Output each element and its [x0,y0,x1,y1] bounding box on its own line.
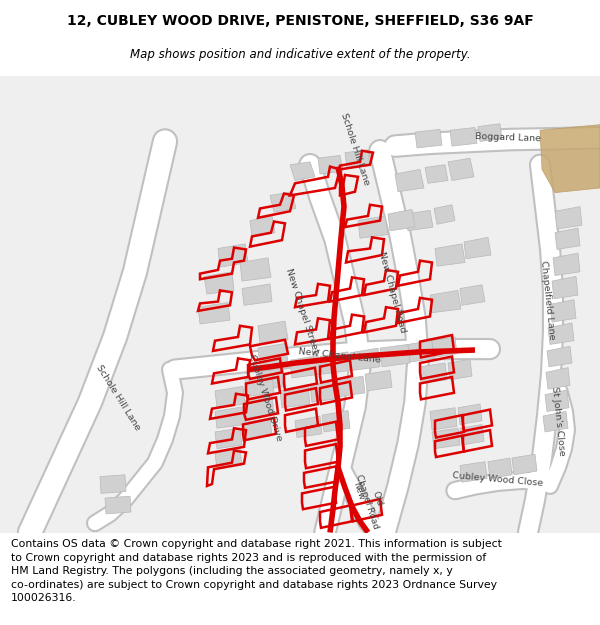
Polygon shape [448,158,474,181]
Polygon shape [258,321,288,344]
Polygon shape [543,411,568,432]
Polygon shape [553,253,580,276]
Polygon shape [245,396,274,418]
Polygon shape [358,216,388,238]
Polygon shape [290,356,320,378]
Polygon shape [448,359,472,380]
Polygon shape [464,238,491,259]
Text: New: New [351,481,365,501]
Polygon shape [405,211,433,231]
Text: Boggard Lane: Boggard Lane [475,132,541,143]
Polygon shape [322,411,350,432]
Polygon shape [432,428,460,449]
Polygon shape [258,368,286,390]
Polygon shape [105,496,131,514]
Text: Schole Hill Lane: Schole Hill Lane [339,112,371,186]
Polygon shape [547,346,572,367]
Polygon shape [215,428,242,449]
Polygon shape [430,408,457,430]
Text: Chapelfield Lane: Chapelfield Lane [539,260,557,340]
Polygon shape [488,458,512,479]
Text: Cubley Wood Close: Cubley Wood Close [452,471,544,488]
Polygon shape [310,381,339,402]
Polygon shape [244,418,272,439]
Polygon shape [430,291,461,312]
Polygon shape [290,162,315,181]
Text: New Chapel Street: New Chapel Street [284,268,320,354]
Polygon shape [100,475,126,493]
Polygon shape [546,368,570,389]
Polygon shape [408,341,434,362]
Polygon shape [552,276,578,299]
Polygon shape [0,76,600,532]
Text: Contains OS data © Crown copyright and database right 2021. This information is : Contains OS data © Crown copyright and d… [11,539,502,603]
Polygon shape [450,127,477,146]
Polygon shape [478,124,502,141]
Text: Schole Hill Lane: Schole Hill Lane [94,363,142,432]
Polygon shape [240,258,271,281]
Polygon shape [258,344,288,366]
Polygon shape [435,244,465,266]
Polygon shape [280,386,310,408]
Polygon shape [242,284,272,305]
Polygon shape [270,192,296,213]
Text: New Chapel Road: New Chapel Road [377,251,407,334]
Polygon shape [215,386,245,408]
Polygon shape [540,124,600,192]
Polygon shape [350,348,380,371]
Polygon shape [460,424,484,445]
Polygon shape [380,344,410,367]
Polygon shape [245,374,274,396]
Polygon shape [512,454,537,475]
Polygon shape [460,462,487,482]
Polygon shape [395,169,424,192]
Polygon shape [218,244,248,267]
Polygon shape [250,216,275,238]
Polygon shape [425,165,448,183]
Polygon shape [555,207,582,229]
Polygon shape [388,209,415,231]
Text: Map shows position and indicative extent of the property.: Map shows position and indicative extent… [130,48,470,61]
Polygon shape [204,272,234,294]
Polygon shape [420,363,447,384]
Text: St John's Close: St John's Close [550,386,566,456]
Polygon shape [295,416,322,437]
Polygon shape [198,302,230,324]
Text: New Chapel Lane: New Chapel Lane [298,347,382,364]
Polygon shape [318,156,343,174]
Text: Old
Chapel Road: Old Chapel Road [354,470,390,530]
Polygon shape [365,371,392,391]
Polygon shape [434,205,455,224]
Text: 12, CUBLEY WOOD DRIVE, PENISTONE, SHEFFIELD, S36 9AF: 12, CUBLEY WOOD DRIVE, PENISTONE, SHEFFI… [67,14,533,28]
Polygon shape [215,407,245,428]
Polygon shape [548,323,574,344]
Polygon shape [458,404,482,424]
Polygon shape [215,449,242,469]
Polygon shape [432,337,457,357]
Polygon shape [345,150,370,168]
Polygon shape [550,300,576,322]
Polygon shape [460,285,485,305]
Polygon shape [338,376,365,396]
Polygon shape [555,228,580,249]
Polygon shape [545,390,569,411]
Text: Cubley Wood Drive: Cubley Wood Drive [247,353,283,442]
Polygon shape [415,129,442,148]
Polygon shape [320,352,350,374]
